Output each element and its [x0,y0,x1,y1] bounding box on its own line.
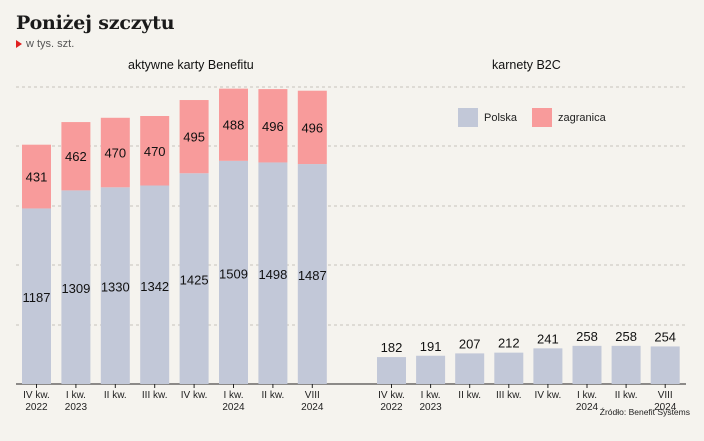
tick-label-year: 2024 [576,402,599,413]
bar-zagranica [22,144,51,209]
bar-zagranica [140,116,170,186]
legend-zagranica: zagranica [532,108,606,127]
data-label-polska: 1330 [101,280,130,295]
bar-zagranica [61,122,91,191]
tick-label: IV kw. [535,390,562,401]
bar-polska [377,357,406,384]
tick-label: II kw. [458,390,481,401]
data-label-zagranica: 488 [223,118,245,133]
bar-zagranica [219,88,248,161]
data-label-polska: 258 [576,329,598,344]
bar-polska [22,208,51,384]
data-label-zagranica: 495 [183,130,205,145]
tick-label: IV kw. [181,390,208,401]
unit-label: w tys. szt. [26,38,75,50]
bar-zagranica [297,90,327,165]
chart-subtitle: w tys. szt. [16,38,74,50]
data-label-zagranica: 496 [301,120,323,135]
bar-polska [494,352,524,384]
tick-label: III kw. [142,390,168,401]
bar-polska [219,160,248,384]
tick-label-year: 2024 [222,402,245,413]
tick-label: IV kw. [378,390,405,401]
data-label-polska: 1187 [23,290,51,305]
bar-polska [179,173,209,384]
tick-label: IV kw. [23,390,50,401]
bar-polska [416,355,446,384]
data-label-polska: 182 [381,340,403,355]
bar-polska [297,164,327,384]
bar-zagranica [258,89,288,163]
tick-label: II kw. [262,390,285,401]
legend-swatch-zagranica [532,108,552,127]
data-label-polska: 241 [537,331,559,346]
bar-polska [61,190,91,384]
bar-zagranica [179,100,209,174]
tick-label: I kw. [223,390,243,401]
bar-polska [611,345,641,384]
data-label-polska: 191 [420,339,442,354]
triangle-marker-icon [16,40,22,48]
data-label-polska: 1498 [258,267,287,282]
tick-label: I kw. [421,390,441,401]
tick-label-year: 2024 [301,402,324,413]
legend-label-zagranica: zagranica [558,111,606,124]
data-label-polska: 1487 [298,268,327,283]
data-label-polska: 212 [498,336,520,351]
tick-label-year: 2022 [25,402,48,413]
bar-polska [100,187,130,384]
tick-label: I kw. [577,390,597,401]
tick-label: VIII [658,390,673,401]
chart-title: Poniżej szczytu [16,12,175,34]
data-label-polska: 254 [654,329,676,344]
panel-title-karty: aktywne karty Benefitu [128,58,254,72]
data-label-zagranica: 462 [65,149,87,164]
data-label-polska: 258 [615,329,637,344]
tick-label-year: 2024 [654,402,677,413]
data-label-polska: 207 [459,336,481,351]
bar-polska [533,348,563,384]
data-label-polska: 1342 [140,279,169,294]
data-label-polska: 1309 [61,281,90,296]
bar-polska [258,162,288,384]
tick-label-year: 2023 [419,402,442,413]
tick-label: II kw. [615,390,638,401]
data-label-polska: 1509 [219,266,248,281]
data-label-zagranica: 470 [144,144,166,159]
data-label-zagranica: 431 [26,170,48,185]
bar-polska [572,345,602,384]
bar-polska [455,353,485,384]
bar-polska [650,346,680,384]
data-label-zagranica: 470 [104,146,126,161]
legend-swatch-polska [458,108,478,127]
tick-label: II kw. [104,390,127,401]
legend-label-polska: Polska [484,111,518,124]
data-label-zagranica: 496 [262,119,284,134]
source-note: Źródło: Benefit Systems [599,407,690,417]
data-label-polska: 1425 [180,273,209,288]
bar-polska [140,185,170,384]
tick-label-year: 2023 [65,402,88,413]
panel-title-b2c: karnety B2C [492,58,561,72]
tick-label-year: 2022 [380,402,403,413]
bar-zagranica [100,117,130,188]
legend-polska: Polska [458,108,517,127]
tick-label: III kw. [496,390,522,401]
tick-label: I kw. [66,390,86,401]
tick-label: VIII [305,390,320,401]
